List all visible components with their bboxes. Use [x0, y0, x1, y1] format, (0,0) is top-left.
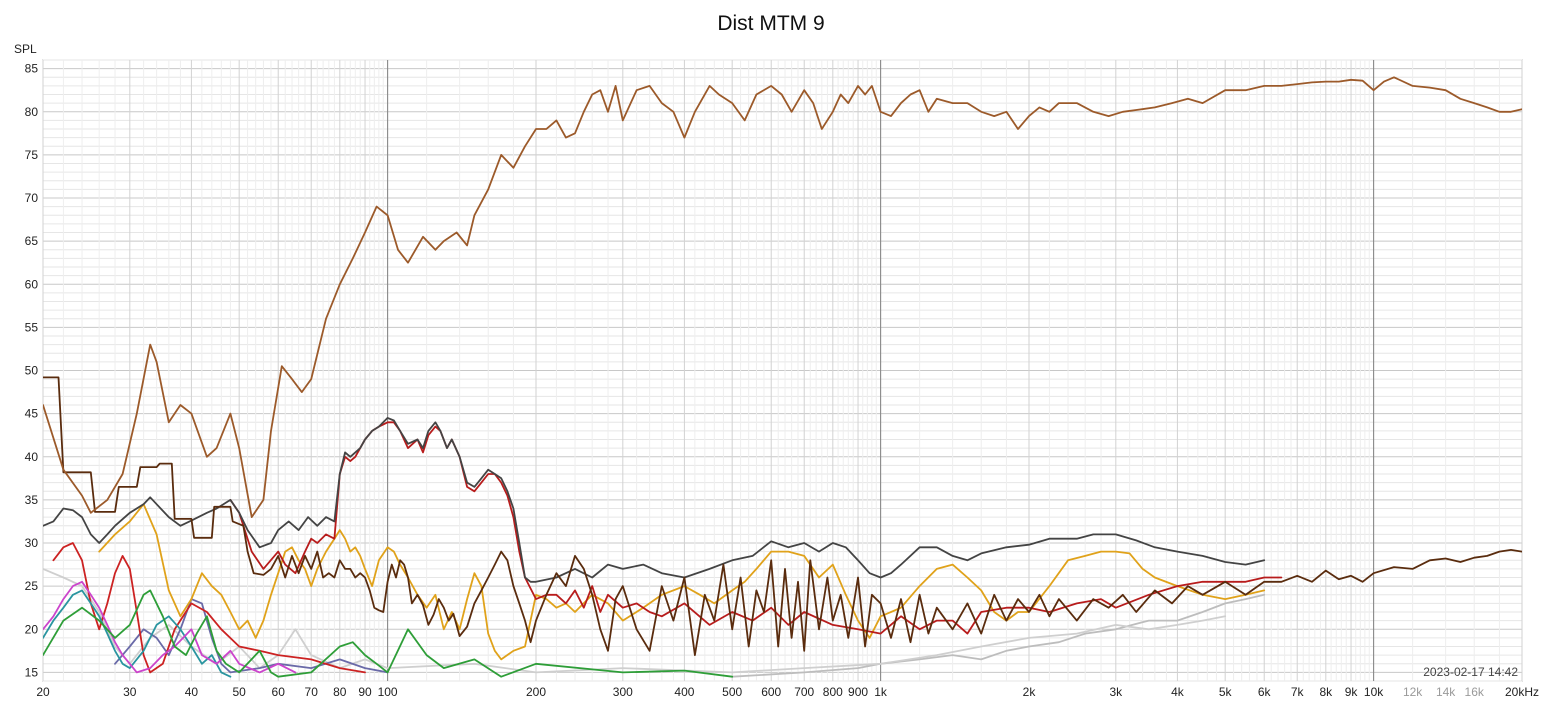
x-tick-label: 100	[378, 685, 398, 699]
x-tick-label: 60	[272, 685, 286, 699]
x-tick-label: 8k	[1319, 685, 1333, 699]
x-tick-label: 7k	[1291, 685, 1305, 699]
grid	[42, 59, 1523, 682]
x-tick-label: 200	[526, 685, 546, 699]
x-tick-label: 3k	[1109, 685, 1123, 699]
x-tick-label: 5k	[1219, 685, 1233, 699]
series-line-9	[52, 542, 366, 674]
x-tick-label: 12k	[1403, 685, 1423, 699]
series-line-8	[43, 589, 232, 678]
timestamp: 2023-02-17 14:42	[1423, 665, 1518, 679]
x-tick-label: 1k	[874, 685, 888, 699]
y-tick-label: 25	[25, 579, 39, 593]
y-ticks: 15 20 25 30 35 40 45 50 55 60 65 70 75 80 85	[25, 62, 39, 680]
x-tick-label: 9k	[1345, 685, 1359, 699]
x-tick-label: 2k	[1023, 685, 1037, 699]
x-tick-label: 80	[333, 685, 347, 699]
x-tick-label: 300	[613, 685, 633, 699]
y-tick-label: 35	[25, 493, 39, 507]
series-line-4	[229, 421, 1283, 635]
x-tick-label: 6k	[1258, 685, 1272, 699]
x-ticks: 20 30 40 50 60 70 80 90 100 200 300 400 500 600 700 800…	[36, 685, 1539, 699]
y-tick-label: 15	[25, 665, 39, 679]
series-line-1	[43, 76, 1522, 518]
series-layer	[43, 76, 1522, 678]
x-tick-label: 4k	[1171, 685, 1185, 699]
y-tick-label: 40	[25, 450, 39, 464]
x-tick-label: 700	[794, 685, 814, 699]
x-tick-label: 50	[233, 685, 247, 699]
x-tick-label: 20	[36, 685, 50, 699]
y-tick-label: 75	[25, 148, 39, 162]
series-line-5	[98, 503, 1266, 661]
y-tick-label: 20	[25, 622, 39, 636]
x-tick-label: 40	[185, 685, 199, 699]
y-tick-label: 60	[25, 277, 39, 291]
y-axis-label: SPL	[14, 42, 37, 56]
y-tick-label: 65	[25, 234, 39, 248]
y-tick-label: 85	[25, 62, 39, 76]
x-tick-label: 16k	[1465, 685, 1485, 699]
y-tick-label: 45	[25, 407, 39, 421]
x-tick-label: 70	[305, 685, 319, 699]
series-line-3	[43, 417, 1266, 583]
x-tick-label: 400	[674, 685, 694, 699]
x-tick-label: 800	[823, 685, 843, 699]
y-tick-label: 70	[25, 191, 39, 205]
y-tick-label: 55	[25, 320, 39, 334]
y-tick-label: 30	[25, 536, 39, 550]
x-tick-label: 90	[358, 685, 372, 699]
x-tick-label: 20kHz	[1505, 685, 1539, 699]
x-tick-label: 30	[123, 685, 137, 699]
series-line-2	[43, 376, 1522, 656]
y-tick-label: 50	[25, 364, 39, 378]
x-tick-label: 500	[722, 685, 742, 699]
y-tick-label: 80	[25, 105, 39, 119]
series-line-7	[43, 580, 297, 674]
x-tick-label: 900	[848, 685, 868, 699]
chart-title: Dist MTM 9	[717, 12, 824, 35]
series-line-11	[43, 568, 1227, 674]
series-line-6	[43, 589, 734, 678]
x-tick-label: 600	[761, 685, 781, 699]
x-tick-label: 10k	[1364, 685, 1384, 699]
x-tick-label: 14k	[1436, 685, 1456, 699]
